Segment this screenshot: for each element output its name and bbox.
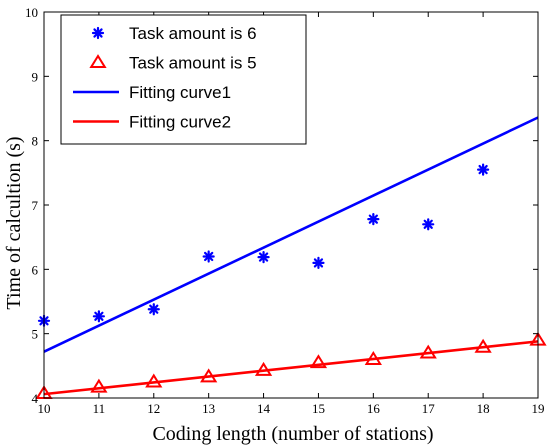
y-tick-label: 9 [32,69,39,84]
plot-markers [35,163,547,400]
x-tick-label: 10 [38,401,51,416]
legend: Task amount is 6 Task amount is 5 Fitting … [60,14,307,145]
legend-swatch-asterisk [91,26,105,40]
fitting-line-3 [43,340,539,396]
legend-label: Task amount is 5 [129,54,257,73]
x-tick-label: 13 [202,401,215,416]
data-point-triangle [364,350,382,365]
data-point-triangle [145,373,163,388]
ticks: 10 11 12 13 14 15 16 17 18 19 4 5 6 7 8 9 10 [25,5,545,416]
data-point-asterisk [257,251,270,264]
x-tick-label: 16 [367,401,381,416]
data-point-asterisk [92,310,105,323]
x-tick-label: 15 [312,401,325,416]
data-point-triangle [419,344,437,359]
data-point-triangle [200,368,218,383]
x-tick-label: 19 [532,401,545,416]
legend-label: Fitting curve2 [129,113,231,132]
x-tick-label: 18 [477,401,490,416]
data-point-triangle [474,338,492,353]
y-tick-label: 4 [32,391,39,406]
y-tick-label: 5 [32,327,39,342]
x-tick-label: 14 [257,401,271,416]
data-point-asterisk [367,213,380,226]
y-tick-label: 10 [25,5,38,20]
y-tick-label: 6 [32,262,39,277]
legend-label: Task amount is 6 [129,24,257,43]
plot-lines [43,116,539,396]
x-tick-label: 12 [147,401,160,416]
y-tick-label: 8 [32,134,39,149]
x-axis-label: Coding length (number of stations) [152,423,433,445]
data-point-asterisk [477,163,490,176]
legend-label: Fitting curve1 [129,83,231,102]
x-tick-label: 11 [93,401,106,416]
data-point-asterisk [312,256,325,269]
y-tick-label: 7 [32,198,39,213]
data-point-asterisk [202,250,215,263]
y-axis-label: Time of calcultion (s) [3,136,25,309]
data-point-asterisk [147,303,160,316]
data-point-triangle [309,354,328,369]
fitting-line-2 [43,116,539,353]
x-tick-label: 17 [422,401,436,416]
legend-swatch-triangle [89,54,107,69]
data-point-asterisk [422,218,435,231]
data-point-triangle [254,361,273,376]
data-point-triangle [90,378,108,393]
